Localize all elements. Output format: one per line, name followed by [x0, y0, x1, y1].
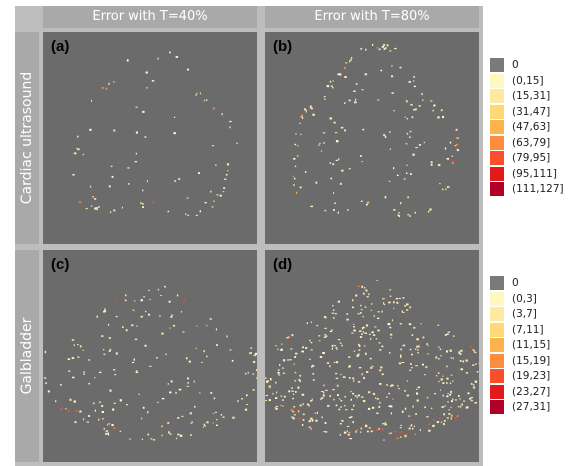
legend-entry: (0,3]	[490, 291, 570, 306]
legend-swatch	[490, 322, 504, 337]
legend-label: (19,23]	[512, 370, 551, 382]
legend-entry: (95,111]	[490, 166, 570, 181]
legend-swatch	[490, 120, 504, 134]
legend-entry: (63,79]	[490, 135, 570, 150]
legend-label: (27,31]	[512, 401, 551, 413]
legend-entry: 0	[490, 276, 570, 290]
legend-swatch	[490, 400, 504, 414]
panel-b-label: (b)	[273, 38, 293, 55]
panel-a-label: (a)	[51, 38, 70, 55]
legend-entry: 0	[490, 58, 570, 72]
row-label-galbladder: Galbladder	[19, 317, 35, 395]
panel-a: (a)	[43, 32, 257, 244]
panel-d: (d)	[265, 250, 479, 462]
legend-label: (15,19]	[512, 354, 551, 367]
legend-entry: (31,47]	[490, 104, 570, 119]
legend-label: (11,15]	[512, 339, 551, 351]
legend-entry: (19,23]	[490, 369, 570, 383]
legend-label: 0	[512, 59, 519, 71]
legend-entry: (27,31]	[490, 400, 570, 414]
legend-swatch	[490, 135, 504, 150]
legend-entry: (7,11]	[490, 322, 570, 337]
legend-swatch	[490, 338, 504, 352]
legend-swatch	[490, 58, 504, 72]
legend-swatch	[490, 166, 504, 181]
legend-swatch	[490, 384, 504, 399]
legend-swatch	[490, 276, 504, 290]
panel-c-image	[43, 285, 257, 441]
error-speckles	[265, 279, 479, 441]
legend-label: (0,3]	[512, 292, 537, 305]
legend-swatch	[490, 353, 504, 368]
panel-d-image	[265, 279, 479, 441]
legend-label: (63,79]	[512, 136, 551, 149]
legend-swatch	[490, 307, 504, 321]
legend-label: (79,95]	[512, 152, 551, 164]
legend-entry: (23,27]	[490, 384, 570, 399]
legend-entry: (15,19]	[490, 353, 570, 368]
legend-entry: (111,127]	[490, 182, 570, 196]
legend-label: (7,11]	[512, 323, 544, 336]
legend-label: (0,15]	[512, 74, 544, 87]
legend-swatch	[490, 104, 504, 119]
legend-label: (31,47]	[512, 105, 551, 118]
panel-b-image	[292, 43, 460, 218]
legend-entry: (47,63]	[490, 120, 570, 134]
legend-entry: (3,7]	[490, 307, 570, 321]
legend-label: (111,127]	[512, 183, 564, 195]
error-speckles	[43, 285, 257, 441]
legend-swatch	[490, 151, 504, 165]
row-header-cardiac: Cardiac ultrasound	[15, 32, 39, 244]
legend-label: (47,63]	[512, 121, 551, 133]
column-header-t80: Error with T=80%	[265, 6, 479, 28]
legend-label: (23,27]	[512, 385, 551, 398]
legend-entry: (0,15]	[490, 73, 570, 88]
panel-a-image	[72, 51, 238, 217]
legend-swatch	[490, 369, 504, 383]
legend-entry: (15,31]	[490, 89, 570, 103]
panel-c: (c)	[43, 250, 257, 462]
legend-label: (3,7]	[512, 308, 537, 320]
panel-b: (b)	[265, 32, 479, 244]
legend-label: (95,111]	[512, 167, 557, 180]
legend-swatch	[490, 73, 504, 88]
legend-entry: (79,95]	[490, 151, 570, 165]
legend-swatch	[490, 89, 504, 103]
legend-entry: (11,15]	[490, 338, 570, 352]
legend-swatch	[490, 291, 504, 306]
error-speckles	[292, 43, 460, 218]
row-label-cardiac: Cardiac ultrasound	[19, 71, 35, 205]
error-speckles	[72, 51, 238, 217]
row-header-galbladder: Galbladder	[15, 250, 39, 462]
legend-label: 0	[512, 277, 519, 289]
legend-label: (15,31]	[512, 90, 551, 102]
column-header-t40: Error with T=40%	[43, 6, 257, 28]
panel-d-label: (d)	[273, 256, 293, 273]
panel-c-label: (c)	[51, 256, 70, 273]
legend-swatch	[490, 182, 504, 196]
